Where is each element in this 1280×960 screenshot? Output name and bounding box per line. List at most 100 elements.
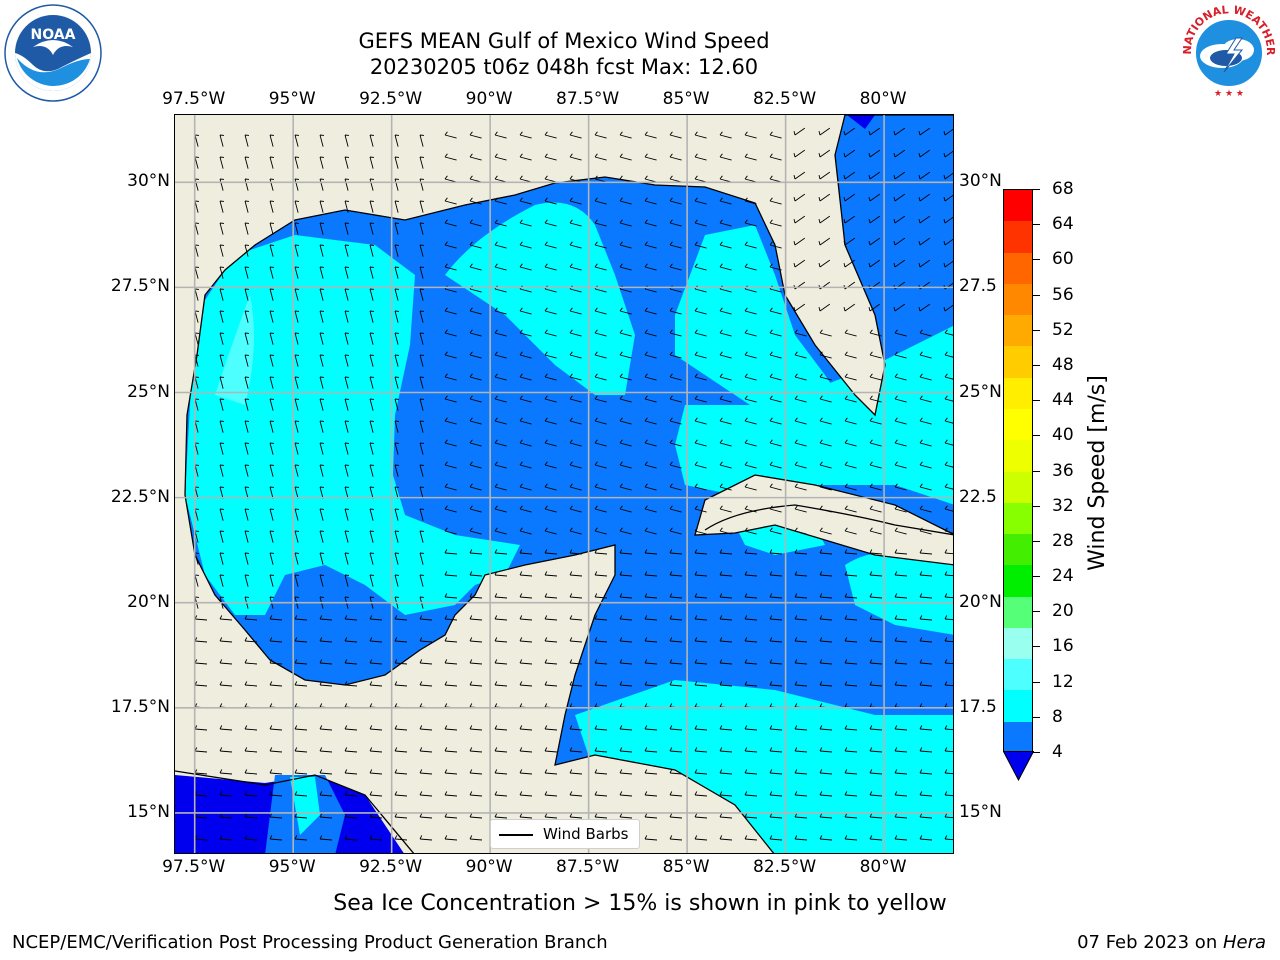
pacific-coastline [175, 770, 415, 853]
lat-label-right: 22.5 [959, 486, 997, 507]
colorbar-segment [1004, 315, 1032, 347]
colorbar-tick-label: 36 [1052, 460, 1074, 481]
legend: Wind Barbs [490, 819, 640, 849]
colorbar-tick-label: 12 [1052, 671, 1074, 692]
lon-label-top: 92.5°W [359, 89, 423, 109]
lat-label-left: 22.5°N [110, 486, 170, 507]
wind-barbs [194, 127, 953, 841]
colorbar-under-arrow [1003, 751, 1034, 781]
lat-label-right: 17.5 [959, 696, 997, 717]
legend-line [499, 834, 533, 836]
lon-label-bottom: 92.5°W [359, 857, 423, 877]
lat-label-left: 17.5°N [110, 696, 170, 717]
lon-label-top: 82.5°W [753, 89, 817, 109]
colorbar-segment [1004, 190, 1032, 222]
lon-label-top: 97.5°W [162, 89, 226, 109]
lat-label-right: 15°N [959, 801, 1002, 822]
wind-zone-west [185, 235, 520, 615]
colorbar-segment [1004, 221, 1032, 254]
colorbar-segment [1004, 721, 1032, 754]
colorbar-tick-mark [1033, 681, 1040, 683]
colorbar-tick-label: 40 [1052, 425, 1074, 446]
colorbar-tick-label: 60 [1052, 249, 1074, 270]
lat-label-left: 27.5°N [110, 276, 170, 297]
lon-label-top: 85°W [662, 89, 710, 109]
colorbar-tick-mark [1033, 329, 1040, 331]
lon-label-top: 87.5°W [556, 89, 620, 109]
footer-machine: Hera [1222, 932, 1266, 953]
lat-label-right: 20°N [959, 591, 1002, 612]
lon-label-bottom: 82.5°W [753, 857, 817, 877]
lon-label-top: 80°W [859, 89, 907, 109]
colorbar-tick-mark [1033, 611, 1040, 613]
lat-label-left: 30°N [127, 171, 170, 192]
noaa-logo: NOAA [4, 4, 102, 102]
colorbar-tick-mark [1033, 576, 1040, 578]
sea-ice-note: Sea Ice Concentration > 15% is shown in … [333, 891, 947, 916]
colorbar-tick-mark [1033, 646, 1040, 648]
lat-label-right: 27.5 [959, 276, 997, 297]
colorbar-tick-mark [1033, 716, 1040, 718]
colorbar-segment [1004, 627, 1032, 660]
lon-label-top: 90°W [465, 89, 513, 109]
colorbar-tick-label: 68 [1052, 179, 1074, 199]
colorbar-tick-label: 8 [1052, 706, 1063, 727]
colorbar-segment [1004, 252, 1032, 285]
chart-subtitle: 20230205 t06z 048h fcst Max: 12.60 [369, 55, 759, 79]
colorbar-tick-mark [1033, 400, 1040, 402]
lon-label-bottom: 85°W [662, 857, 710, 877]
colorbar-segment [1004, 502, 1032, 535]
footer-date-text: 07 Feb 2023 on [1077, 932, 1223, 953]
nws-logo: NATIONAL WEATHER SERVICE ★ ★ ★ [1180, 4, 1277, 100]
wind-zone-cayman [845, 551, 953, 635]
colorbar-segment [1004, 377, 1032, 410]
colorbar-tick-label: 4 [1052, 742, 1063, 762]
colorbar-tick-label: 16 [1052, 636, 1074, 657]
colorbar-tick-label: 48 [1052, 354, 1074, 375]
colorbar-tick-label: 24 [1052, 566, 1074, 587]
lat-label-right: 30°N [959, 171, 1002, 192]
legend-label: Wind Barbs [543, 825, 629, 843]
colorbar-segment [1004, 346, 1032, 379]
graticule [175, 115, 953, 853]
svg-text:NOAA: NOAA [31, 27, 76, 43]
colorbar-tick-mark [1033, 540, 1040, 542]
colorbar-tick-mark [1033, 435, 1040, 437]
colorbar-segment [1004, 440, 1032, 472]
wind-speed-map [175, 115, 953, 853]
lat-label-right: 25°N [959, 381, 1002, 402]
colorbar-tick-mark [1033, 259, 1040, 261]
lon-label-top: 95°W [268, 89, 316, 109]
pacific-high-wind [290, 777, 320, 835]
map-panel: Wind Barbs [174, 114, 954, 854]
lon-label-bottom: 95°W [268, 857, 316, 877]
lat-label-left: 15°N [127, 801, 170, 822]
lon-label-bottom: 80°W [859, 857, 907, 877]
colorbar-segment [1004, 283, 1032, 316]
colorbar-segment [1004, 690, 1032, 723]
colorbar-tick-label: 20 [1052, 601, 1074, 622]
colorbar-tick-label: 64 [1052, 214, 1074, 235]
cuba-coastline [704, 504, 953, 536]
colorbar-tick-mark [1033, 224, 1040, 226]
colorbar-segment [1004, 596, 1032, 629]
lon-label-bottom: 90°W [465, 857, 513, 877]
footer-credit: NCEP/EMC/Verification Post Processing Pr… [12, 932, 608, 953]
colorbar-tick-mark [1033, 294, 1040, 296]
colorbar-segment [1004, 565, 1032, 598]
colorbar-tick-mark [1033, 505, 1040, 507]
colorbar-tick-mark [1033, 189, 1040, 190]
wind-zone-peak [215, 295, 254, 405]
lat-label-left: 20°N [127, 591, 170, 612]
svg-text:★ ★ ★: ★ ★ ★ [1214, 89, 1244, 99]
lon-label-bottom: 87.5°W [556, 857, 620, 877]
colorbar-tick-label: 32 [1052, 495, 1074, 516]
colorbar-tick-mark [1033, 752, 1040, 753]
wind-barb-field [194, 127, 953, 841]
wind-zone-central [445, 202, 635, 395]
lat-label-left: 25°N [127, 381, 170, 402]
atlantic-low-wind [847, 115, 875, 129]
colorbar-tick-mark [1033, 470, 1040, 472]
colorbar-segment [1004, 408, 1032, 441]
colorbar-tick-label: 28 [1052, 530, 1074, 551]
